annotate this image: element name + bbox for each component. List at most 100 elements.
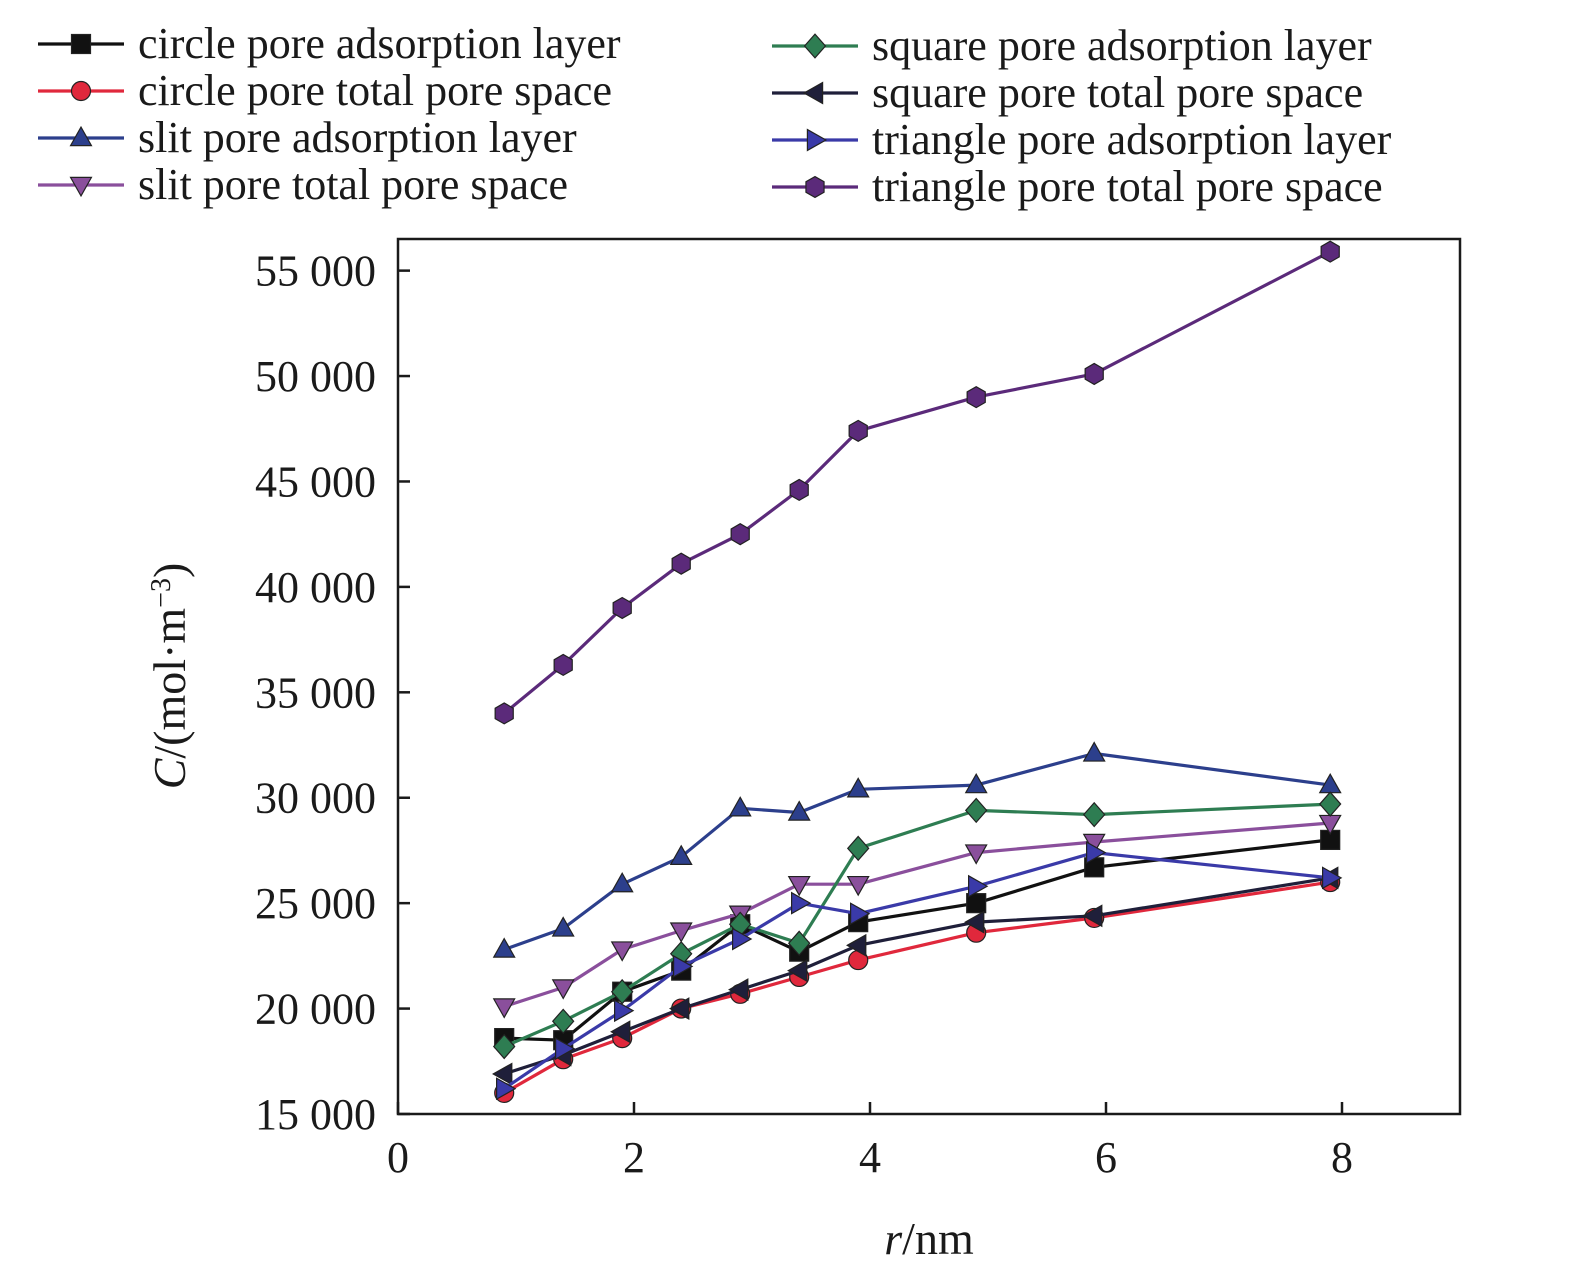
data-point — [846, 933, 867, 957]
y-tick-label: 50 000 — [255, 352, 376, 401]
data-point — [1082, 801, 1106, 828]
legend-item: square pore adsorption layer — [772, 21, 1372, 70]
data-point — [1320, 240, 1340, 263]
series-line — [503, 880, 1331, 1095]
data-point — [669, 922, 693, 943]
legend-item: slit pore total pore space — [38, 160, 568, 209]
legend-marker — [806, 128, 828, 152]
y-tick-label: 25 000 — [255, 879, 376, 928]
data-point — [1318, 791, 1342, 817]
series-line — [503, 751, 1331, 952]
data-point — [967, 874, 989, 898]
legend-item: triangle pore adsorption layer — [772, 115, 1392, 164]
data-point — [964, 910, 985, 934]
series-triangle-pore-total-pore-space — [494, 240, 1340, 725]
y-tick-label: 30 000 — [255, 774, 376, 823]
series-slit-pore-adsorption-layer — [492, 741, 1342, 958]
data-point — [848, 419, 868, 443]
data-point — [610, 941, 634, 962]
data-point — [669, 997, 690, 1021]
data-point — [1082, 904, 1103, 928]
data-point — [846, 875, 870, 897]
data-point — [492, 1062, 513, 1086]
data-point — [492, 998, 516, 1019]
data-point — [554, 1037, 576, 1061]
data-point — [787, 875, 811, 897]
x-tick-label: 0 — [387, 1133, 409, 1182]
data-point — [849, 902, 871, 926]
legend-item: circle pore total pore space — [38, 66, 612, 115]
data-point — [613, 999, 635, 1023]
data-point — [787, 930, 811, 957]
data-point — [494, 702, 514, 725]
x-tick-label: 8 — [1331, 1133, 1353, 1182]
data-point — [787, 800, 811, 821]
y-tick-label: 20 000 — [255, 985, 376, 1034]
series-line — [503, 876, 1331, 1076]
data-point — [1082, 741, 1106, 762]
legend-item: triangle pore total pore space — [772, 162, 1383, 211]
series-line — [504, 838, 1331, 1042]
data-point — [964, 797, 988, 824]
data-point — [1084, 362, 1104, 386]
legend-marker — [803, 33, 827, 59]
data-point — [966, 385, 986, 409]
data-point — [787, 959, 808, 983]
data-point — [610, 1020, 631, 1044]
legend-label: circle pore total pore space — [138, 66, 612, 115]
series-square-pore-adsorption-layer — [492, 791, 1342, 1060]
legend-label: triangle pore adsorption layer — [872, 115, 1392, 164]
data-point — [728, 796, 752, 817]
data-point — [846, 835, 870, 862]
data-point — [492, 937, 516, 958]
legend-label: slit pore adsorption layer — [138, 113, 577, 162]
series-line — [503, 250, 1331, 715]
data-point — [1085, 841, 1107, 865]
data-point — [731, 927, 753, 951]
data-point — [789, 478, 809, 502]
x-tick-label: 4 — [859, 1133, 881, 1182]
legend-item: circle pore adsorption layer — [38, 19, 621, 68]
series-line — [503, 821, 1331, 1009]
legend-label: triangle pore total pore space — [872, 162, 1383, 211]
legend-marker — [805, 175, 825, 199]
plot-area — [396, 237, 1462, 1116]
y-tick-label: 40 000 — [255, 563, 376, 612]
data-point — [610, 872, 634, 893]
data-point — [728, 978, 749, 1002]
legend-label: slit pore total pore space — [138, 160, 568, 209]
data-point — [669, 844, 693, 865]
y-tick-label: 45 000 — [255, 457, 376, 506]
x-tick-label: 6 — [1095, 1133, 1117, 1182]
legend-marker — [69, 176, 93, 198]
legend-item: square pore total pore space — [772, 68, 1363, 117]
series-triangle-pore-adsorption-layer — [496, 841, 1343, 1101]
y-axis-title: C/(mol·m−3) — [144, 563, 195, 790]
series-layer — [492, 240, 1343, 1104]
data-point — [790, 891, 812, 915]
legend-marker — [802, 81, 824, 105]
data-point — [610, 978, 634, 1005]
series-line — [503, 802, 1331, 1048]
x-axis-title: r/nm — [884, 1213, 974, 1264]
y-tick-label: 35 000 — [255, 668, 376, 717]
data-point — [966, 893, 987, 914]
data-point — [551, 979, 575, 1000]
legend-marker — [70, 80, 92, 102]
x-axis-var: r — [884, 1213, 903, 1264]
data-point — [672, 954, 694, 978]
data-point — [612, 596, 632, 620]
x-tick-label: 2 — [623, 1133, 645, 1182]
series-line — [503, 851, 1331, 1091]
data-point — [551, 916, 575, 937]
data-point — [551, 1008, 575, 1035]
data-point — [964, 844, 988, 865]
y-axis-unit-pre: /(mol·m — [144, 608, 195, 759]
data-point — [964, 772, 988, 794]
data-point — [1321, 866, 1343, 890]
legend-label: circle pore adsorption layer — [138, 19, 621, 68]
data-point — [496, 1077, 517, 1101]
legend-label: square pore total pore space — [872, 68, 1363, 117]
